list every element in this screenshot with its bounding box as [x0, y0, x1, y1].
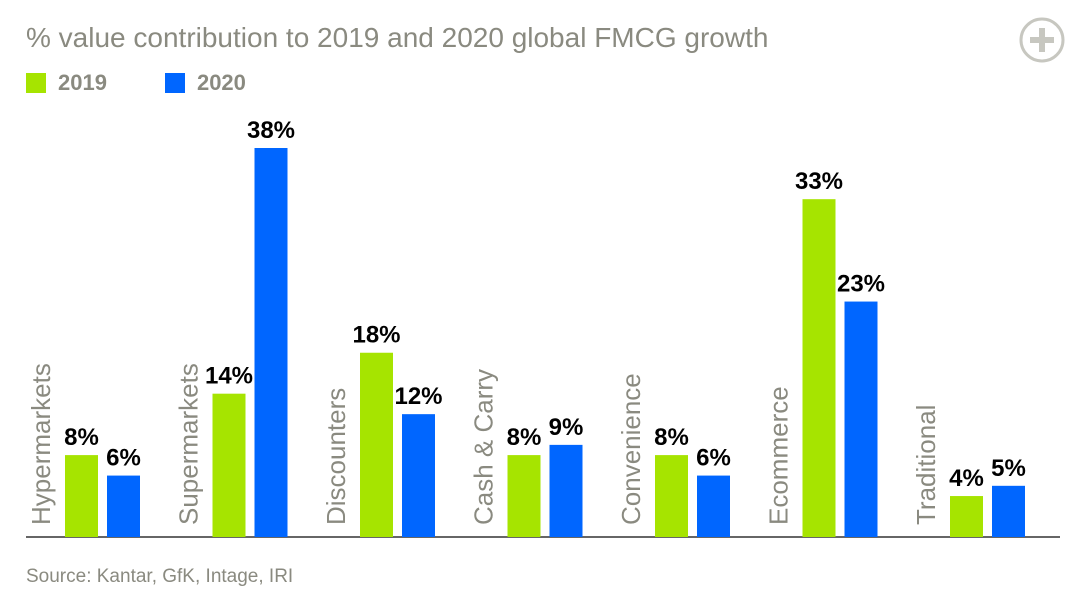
category-label-discounters: Discounters — [321, 388, 351, 525]
category-label-traditional: Traditional — [911, 405, 941, 525]
data-label-convenience-2020: 6% — [696, 445, 731, 472]
data-label-cash-carry-2020: 9% — [549, 414, 584, 441]
data-label-ecommerce-2020: 23% — [837, 271, 885, 298]
data-label-traditional-2019: 4% — [949, 465, 984, 492]
plus-circle-icon — [1019, 17, 1065, 63]
data-label-convenience-2019: 8% — [654, 424, 689, 451]
legend-swatch-2019 — [26, 73, 46, 93]
legend-label-2019: 2019 — [58, 70, 107, 95]
legend: 2019 2020 — [26, 70, 304, 96]
legend-item-2020: 2020 — [164, 70, 246, 96]
category-label-hypermarkets: Hypermarkets — [26, 363, 56, 525]
data-label-supermarkets-2019: 14% — [205, 363, 253, 390]
bar-hypermarkets-2020 — [107, 475, 140, 537]
bar-discounters-2020 — [402, 414, 435, 537]
expand-button[interactable] — [1018, 16, 1066, 64]
data-label-ecommerce-2019: 33% — [795, 168, 843, 195]
category-label-convenience: Convenience — [616, 373, 646, 525]
data-label-hypermarkets-2019: 8% — [64, 424, 99, 451]
bar-cash-carry-2019 — [507, 455, 541, 537]
bar-cash-carry-2020 — [549, 444, 583, 537]
bar-discounters-2019 — [360, 352, 393, 537]
data-label-traditional-2020: 5% — [991, 455, 1026, 482]
legend-swatch-2020 — [164, 73, 185, 93]
data-label-supermarkets-2020: 38% — [247, 117, 295, 144]
bar-convenience-2019 — [655, 455, 688, 537]
bar-hypermarkets-2019 — [65, 455, 98, 537]
category-label-supermarkets: Supermarkets — [174, 363, 204, 525]
source-note: Source: Kantar, GfK, Intage, IRI — [26, 566, 294, 587]
bar-ecommerce-2020 — [844, 301, 878, 537]
bar-traditional-2019 — [950, 496, 983, 537]
category-label-ecommerce: Ecommerce — [764, 386, 794, 525]
chart-title: % value contribution to 2019 and 2020 gl… — [26, 22, 769, 53]
bar-convenience-2020 — [697, 475, 730, 537]
bar-supermarkets-2020 — [254, 148, 288, 537]
category-label-cash-carry: Cash & Carry — [469, 369, 499, 525]
bar-supermarkets-2019 — [212, 393, 246, 537]
bar-traditional-2020 — [992, 485, 1025, 537]
bar-ecommerce-2019 — [802, 199, 836, 537]
legend-item-2019: 2019 — [26, 70, 107, 96]
legend-label-2020: 2020 — [196, 70, 246, 95]
data-label-discounters-2020: 12% — [394, 383, 442, 410]
data-label-cash-carry-2019: 8% — [507, 424, 542, 451]
data-label-discounters-2019: 18% — [352, 322, 400, 349]
data-label-hypermarkets-2020: 6% — [106, 445, 141, 472]
